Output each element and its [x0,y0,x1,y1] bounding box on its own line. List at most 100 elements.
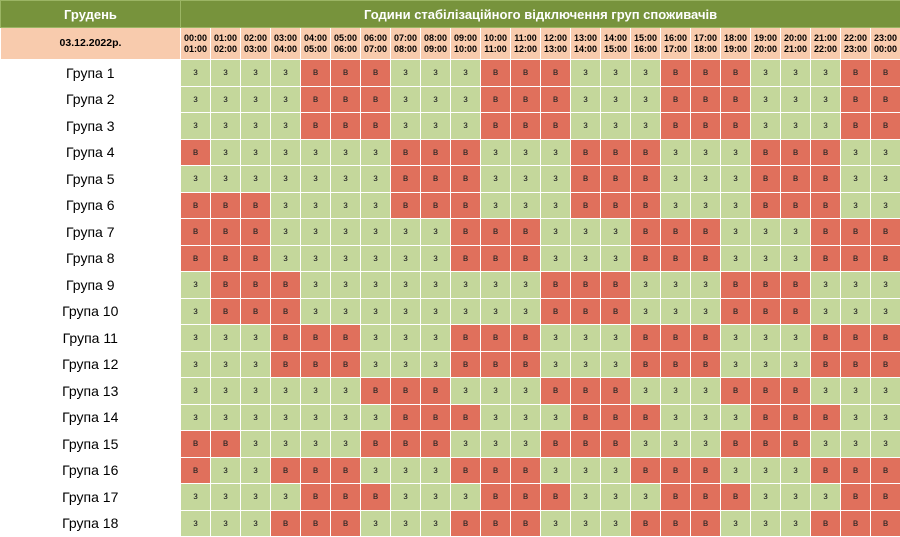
power-on-cell: з [810,483,841,511]
power-on-cell: з [210,377,241,405]
group-label: Група 11 [0,324,181,352]
outage-cell: в [630,403,661,431]
power-on-cell: з [390,350,421,378]
outage-cell: в [450,191,481,219]
hour-header: 14:00 15:00 [600,27,631,60]
power-on-cell: з [480,430,511,458]
outage-cell: в [840,483,871,511]
hour-header: 20:00 21:00 [780,27,811,60]
outage-cell: в [390,430,421,458]
outage-cell: в [510,59,541,87]
power-on-cell: з [660,138,691,166]
power-on-cell: з [480,377,511,405]
power-on-cell: з [780,218,811,246]
outage-cell: в [180,244,211,272]
power-on-cell: з [720,191,751,219]
outage-cell: в [869,456,900,484]
outage-cell: в [180,456,211,484]
hour-from: 22:00 [843,32,868,43]
power-on-cell: з [810,297,841,325]
month-header: Грудень [0,0,181,28]
power-on-cell: з [420,218,451,246]
outage-cell: в [270,324,301,352]
outage-cell: в [540,59,571,87]
outage-cell: в [480,509,511,537]
outage-cell: в [480,350,511,378]
power-on-cell: з [780,85,811,113]
outage-cell: в [360,377,391,405]
power-on-cell: з [720,324,751,352]
outage-cell: в [480,324,511,352]
power-on-cell: з [480,165,511,193]
power-on-cell: з [240,509,271,537]
power-on-cell: з [180,112,211,140]
outage-cell: в [869,59,900,87]
outage-cell: в [450,403,481,431]
outage-cell: в [420,191,451,219]
hour-from: 10:00 [483,32,508,43]
power-on-cell: з [869,297,900,325]
power-on-cell: з [240,430,271,458]
power-on-cell: з [510,138,541,166]
hour-from: 04:00 [303,32,328,43]
hour-header: 03:00 04:00 [270,27,301,60]
outage-cell: в [480,456,511,484]
outage-cell: в [840,112,871,140]
group-label: Група 5 [0,165,181,193]
power-on-cell: з [240,138,271,166]
outage-cell: в [390,138,421,166]
group-row: Група 12 з з з в в в з з з в в в з з з в в в з з з в в в [0,350,900,378]
power-on-cell: з [270,377,301,405]
outage-cell: в [720,59,751,87]
power-on-cell: з [420,244,451,272]
power-on-cell: з [600,456,631,484]
power-on-cell: з [570,112,601,140]
power-on-cell: з [510,271,541,299]
power-on-cell: з [750,85,781,113]
power-on-cell: з [240,85,271,113]
power-on-cell: з [270,403,301,431]
power-on-cell: з [210,165,241,193]
hour-to: 00:00 [874,43,898,54]
group-label: Група 2 [0,85,181,113]
hour-from: 18:00 [723,32,748,43]
power-on-cell: з [270,138,301,166]
outage-cell: в [690,324,721,352]
outage-cell: в [780,297,811,325]
power-on-cell: з [810,59,841,87]
group-label: Група 4 [0,138,181,166]
hour-from: 23:00 [874,32,898,43]
outage-cell: в [720,271,751,299]
outage-cell: в [270,350,301,378]
group-label: Група 6 [0,191,181,219]
power-on-cell: з [180,165,211,193]
hour-header: 10:00 11:00 [480,27,511,60]
power-on-cell: з [390,509,421,537]
outage-cell: в [300,483,331,511]
hour-from: 12:00 [543,32,568,43]
outage-cell: в [300,350,331,378]
power-on-cell: з [210,483,241,511]
outage-cell: в [869,218,900,246]
outage-cell: в [720,85,751,113]
power-on-cell: з [420,324,451,352]
outage-cell: в [810,191,841,219]
hour-header: 15:00 16:00 [630,27,661,60]
power-on-cell: з [330,138,361,166]
outage-cell: в [660,218,691,246]
outage-cell: в [869,85,900,113]
outage-cell: в [810,403,841,431]
hour-header: 08:00 09:00 [420,27,451,60]
hour-to: 21:00 [783,43,808,54]
group-row: Група 18 з з з в в в з з з в в в з з з в в в з з з в в в [0,509,900,537]
power-on-cell: з [720,403,751,431]
power-on-cell: з [270,85,301,113]
power-on-cell: з [360,350,391,378]
hour-to: 13:00 [543,43,568,54]
power-on-cell: з [690,165,721,193]
outage-cell: в [630,244,661,272]
outage-cell: в [660,112,691,140]
hour-from: 05:00 [333,32,358,43]
